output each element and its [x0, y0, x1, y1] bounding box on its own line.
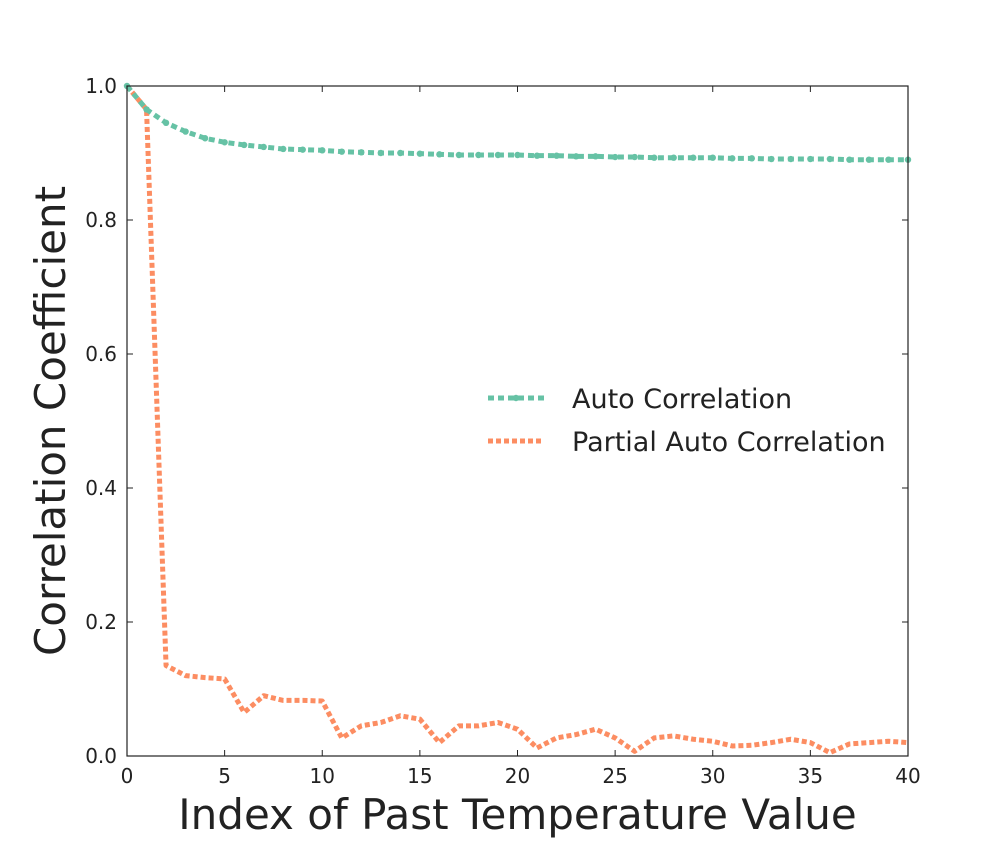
data-point	[377, 149, 385, 157]
data-point	[240, 141, 248, 149]
data-point	[611, 153, 619, 161]
data-point	[455, 151, 463, 159]
x-axis-label: Index of Past Temperature Value	[178, 790, 856, 839]
data-point	[201, 135, 209, 142]
data-point	[846, 156, 853, 163]
data-point	[572, 153, 580, 160]
data-point	[650, 154, 658, 161]
data-point	[729, 155, 736, 162]
data-point	[514, 151, 521, 159]
data-point	[299, 146, 306, 153]
plot-frame	[126, 85, 909, 757]
legend-label: Partial Auto Correlation	[572, 427, 886, 458]
series-layer	[123, 82, 912, 756]
x-tick-label: 15	[407, 764, 432, 788]
data-point	[553, 152, 560, 159]
y-tick-label: 0.2	[85, 610, 117, 634]
data-point	[416, 150, 424, 157]
x-tick-label: 30	[700, 764, 725, 788]
x-tick-label: 5	[218, 764, 231, 788]
y-tick-label: 0.8	[85, 208, 117, 232]
data-point	[885, 156, 892, 163]
data-point	[748, 155, 755, 162]
data-point	[533, 152, 541, 159]
y-tick-label: 0.0	[85, 744, 117, 768]
legend-marker	[512, 394, 520, 402]
x-tick-label: 20	[505, 764, 530, 788]
series-line-auto-correlation	[125, 84, 908, 163]
data-point	[865, 156, 873, 163]
series-line-partial-auto-correlation	[125, 84, 909, 756]
data-point	[631, 153, 638, 161]
data-point	[768, 155, 775, 163]
data-point	[807, 155, 814, 163]
x-tick-label: 35	[798, 764, 823, 788]
data-point	[143, 106, 150, 113]
data-point	[280, 145, 287, 153]
data-point	[475, 151, 482, 159]
data-point	[826, 155, 834, 163]
y-tick-label: 0.6	[85, 342, 117, 366]
x-tick-label: 10	[310, 764, 335, 788]
ticks-layer: 0 5 10 15 20 25 30 35 40 0.0 0.2 0.4 0.6 0.8 1.0	[85, 74, 921, 788]
data-point	[436, 151, 443, 158]
data-point	[690, 154, 697, 161]
y-axis-label: Correlation Coefficient	[26, 186, 75, 656]
y-tick-label: 1.0	[85, 74, 117, 98]
data-point	[670, 154, 677, 161]
data-point	[221, 139, 228, 146]
data-point	[787, 155, 795, 163]
data-point	[260, 143, 267, 151]
data-point	[319, 147, 326, 154]
data-point	[182, 128, 189, 135]
data-point	[709, 154, 716, 161]
x-tick-label: 0	[121, 764, 134, 788]
legend: Auto Correlation Partial Auto Correlation	[488, 384, 886, 458]
legend-label: Auto Correlation	[572, 384, 792, 415]
data-point	[397, 149, 404, 157]
data-point	[338, 148, 345, 155]
data-point	[494, 151, 502, 159]
data-point	[162, 119, 170, 127]
y-tick-label: 0.4	[85, 476, 117, 500]
data-point	[358, 149, 365, 156]
data-point	[592, 153, 599, 160]
x-tick-label: 25	[602, 764, 627, 788]
x-tick-label: 40	[895, 764, 920, 788]
